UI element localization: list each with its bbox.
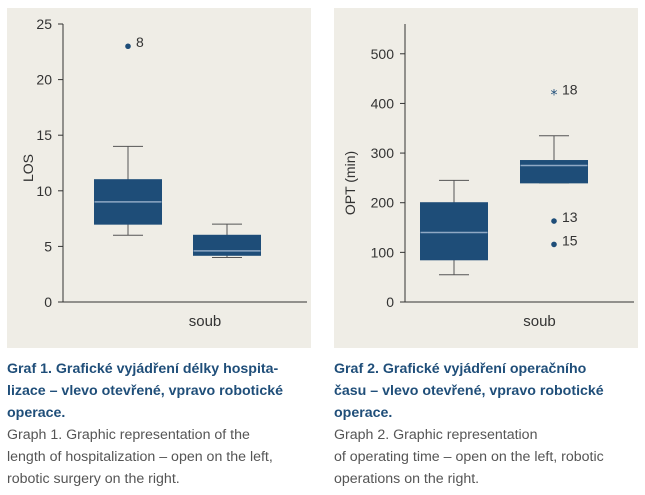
caption-title-line: lizace – vlevo otevřené, vpravo robotick…: [7, 383, 283, 399]
y-tick-label: 10: [36, 183, 52, 199]
caption-text-line: operations on the right.: [334, 471, 480, 487]
los-box-chart: 0 5 10 15 20 25 LOS soub 8: [20, 16, 307, 330]
caption-text-line: Graph 2. Graphic representation: [334, 427, 538, 443]
y-tick-label: 0: [386, 294, 394, 310]
y-tick-label: 5: [44, 238, 52, 254]
caption-text: Graph 2. Graphic representation of opera…: [334, 424, 644, 490]
caption-text-line: length of hospitalization – open on the …: [7, 449, 273, 465]
y-tick-label: 500: [371, 46, 395, 62]
box-body: [420, 202, 488, 261]
box-body: [193, 234, 261, 256]
caption-text-line: of operating time – open on the left, ro…: [334, 449, 604, 465]
outlier-point: [551, 241, 557, 248]
y-tick-label: 400: [371, 95, 395, 111]
y-tick-label: 20: [36, 72, 52, 88]
caption-title-line: operace.: [7, 405, 66, 421]
y-axis-label: OPT (min): [342, 151, 358, 215]
caption-title-line: času – vlevo otevřené, vpravo robotické: [334, 383, 604, 399]
caption-text: Graph 1. Graphic representation of the l…: [7, 424, 317, 490]
outlier-label: 8: [136, 34, 144, 50]
caption-title-line: operace.: [334, 405, 393, 421]
caption-title: Graf 2. Grafické vyjádření operačního ča…: [334, 358, 644, 424]
y-tick-label: 0: [44, 294, 52, 310]
x-axis-label: soub: [523, 313, 556, 330]
y-tick-label: 100: [371, 244, 395, 260]
caption-title-line: Graf 1. Grafické vyjádření délky hospita…: [7, 361, 279, 377]
y-tick-label: 25: [36, 16, 52, 32]
outlier-label: 18: [562, 82, 578, 98]
opt-box-chart: 0 100 200 300 400 500 OPT (min) soub * 18 13 15: [342, 24, 634, 330]
outlier-label: 13: [562, 209, 578, 225]
caption-title-line: Graf 2. Grafické vyjádření operačního: [334, 361, 587, 377]
x-axis-label: soub: [189, 313, 222, 330]
y-tick-label: 300: [371, 145, 395, 161]
chart-panel-opt: 0 100 200 300 400 500 OPT (min) soub * 18 13 15: [334, 8, 638, 348]
outlier-star: *: [551, 88, 558, 104]
box-body: [520, 160, 588, 184]
caption-text-line: robotic surgery on the right.: [7, 471, 180, 487]
caption-title: Graf 1. Grafické vyjádření délky hospita…: [7, 358, 317, 424]
y-axis-label: LOS: [20, 154, 36, 182]
y-tick-label: 15: [36, 127, 52, 143]
outlier-label: 15: [562, 232, 578, 248]
caption-text-line: Graph 1. Graphic representation of the: [7, 427, 250, 443]
outlier-point: [125, 43, 131, 50]
caption-graph-1: Graf 1. Grafické vyjádření délky hospita…: [7, 358, 317, 490]
y-tick-label: 200: [371, 195, 395, 211]
chart-panel-los: 0 5 10 15 20 25 LOS soub 8: [7, 8, 311, 348]
outlier-point: [551, 218, 557, 224]
caption-graph-2: Graf 2. Grafické vyjádření operačního ča…: [334, 358, 644, 490]
